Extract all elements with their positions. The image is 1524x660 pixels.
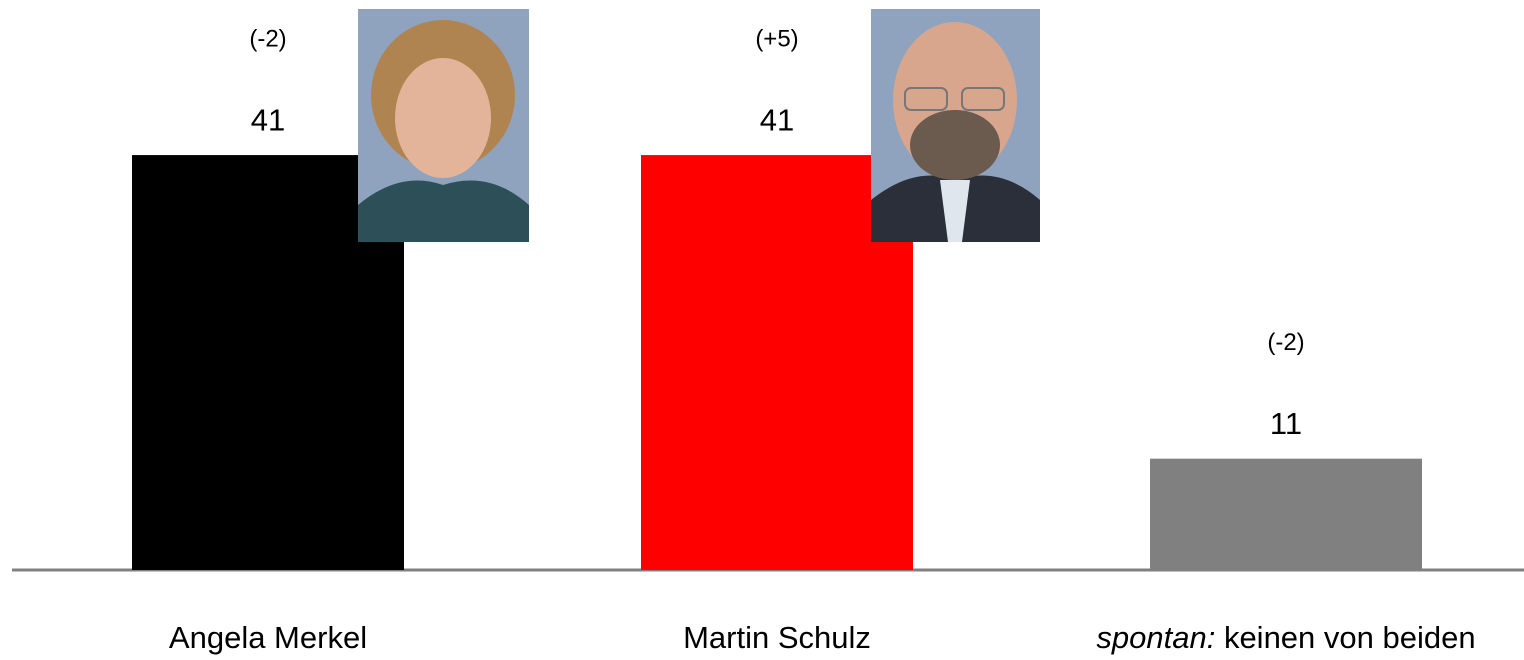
photo-merkel — [358, 9, 529, 242]
value-label: 41 — [251, 102, 285, 137]
chart: 41 (-2) Angela Merkel 41 (+5) Martin Schulz 11… — [0, 0, 1524, 660]
x-tick-label: Martin Schulz — [683, 620, 871, 655]
change-label: (+5) — [755, 25, 798, 52]
photo-schulz — [871, 9, 1040, 242]
x-tick-label: spontan: keinen von beiden — [1096, 620, 1475, 655]
bar — [1150, 459, 1422, 570]
value-label: 11 — [1270, 406, 1302, 441]
x-tick-label: Angela Merkel — [169, 620, 367, 655]
change-label: (-2) — [1267, 329, 1304, 356]
value-label: 41 — [760, 102, 794, 137]
change-label: (-2) — [249, 25, 286, 52]
